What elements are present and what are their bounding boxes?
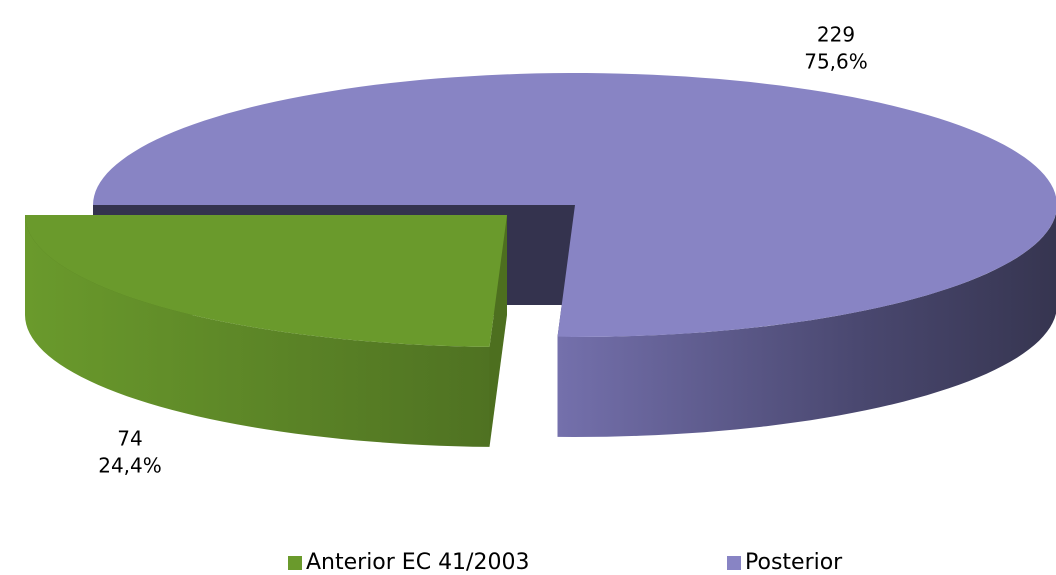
slice-side bbox=[557, 213, 1056, 437]
legend-label: Posterior bbox=[745, 550, 843, 575]
slice bbox=[93, 73, 1056, 337]
legend-label: Anterior EC 41/2003 bbox=[306, 550, 529, 575]
percent-label: 24,4% bbox=[98, 454, 162, 478]
legend-swatch bbox=[288, 556, 302, 570]
slice bbox=[25, 215, 507, 347]
percent-label: 75,6% bbox=[804, 50, 868, 74]
value-label: 74 bbox=[117, 427, 142, 451]
legend-swatch bbox=[727, 556, 741, 570]
value-label: 229 bbox=[817, 23, 855, 47]
slice-side bbox=[25, 215, 490, 447]
